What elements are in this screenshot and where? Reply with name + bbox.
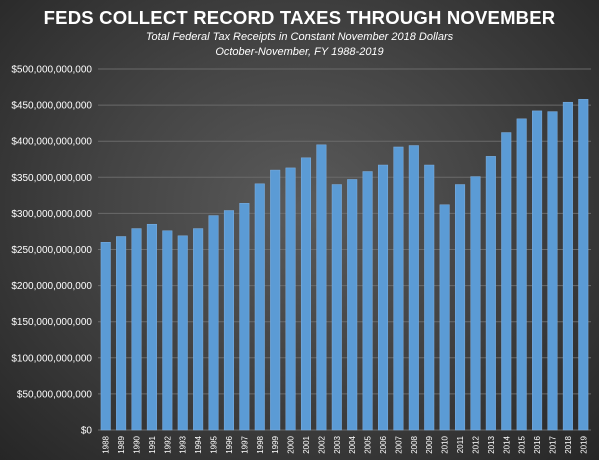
x-tick-label: 1988 [102,435,111,453]
bar-2011 [455,184,466,431]
x-tick-label: 1999 [271,435,280,453]
bar-1993 [177,235,188,431]
bar-1996 [223,210,234,431]
bar-2016 [532,110,543,431]
bar-1990 [131,228,142,431]
x-tick-label: 1995 [210,435,219,453]
y-tick-label: $150,000,000,000 [11,317,92,328]
y-tick-label: $400,000,000,000 [11,137,92,148]
bar-2018 [562,101,573,431]
bar-1992 [162,230,173,431]
bar-2002 [316,144,327,431]
bar-1997 [239,203,250,431]
bar-2017 [547,111,558,431]
y-tick-label: $200,000,000,000 [11,281,92,292]
x-tick-label: 2009 [425,435,434,453]
bar-1994 [193,228,204,431]
x-tick-label: 2015 [518,435,527,453]
bar-2012 [470,176,481,431]
bar-1999 [270,169,281,431]
x-tick-label: 1998 [256,435,265,453]
chart-subtitle-line-1: Total Federal Tax Receipts in Constant N… [145,31,454,43]
x-tick-label: 2017 [548,435,557,453]
x-tick-label: 2010 [441,435,450,453]
bar-2013 [485,156,496,431]
x-tick-label: 2003 [333,435,342,453]
y-tick-label: $250,000,000,000 [11,245,92,256]
x-tick-label: 2013 [487,435,496,453]
y-tick-label: $0 [81,426,93,437]
x-tick-label: 2012 [471,435,480,453]
y-tick-label: $50,000,000,000 [17,389,93,400]
x-tick-label: 2016 [533,435,542,453]
y-tick-label: $350,000,000,000 [11,173,92,184]
bar-1991 [146,223,157,431]
x-tick-label: 2002 [317,435,326,453]
bar-1995 [208,215,219,431]
y-tick-label: $300,000,000,000 [11,209,92,220]
bar-2004 [347,179,358,431]
bar-2006 [377,164,389,431]
x-tick-label: 2006 [379,435,388,453]
bar-2010 [439,204,450,431]
x-tick-label: 1993 [179,435,188,453]
x-tick-label: 2011 [456,435,465,453]
x-tick-label: 1990 [133,435,142,453]
x-tick-label: 1997 [240,435,249,453]
x-tick-label: 2018 [564,435,573,453]
x-tick-label: 2000 [287,435,296,453]
x-tick-label: 1994 [194,435,203,453]
x-tick-label: 2001 [302,435,311,453]
chart-title: FEDS COLLECT RECORD TAXES THROUGH NOVEMB… [43,7,556,28]
x-tick-label: 1992 [163,435,172,453]
bar-2001 [300,157,312,431]
x-tick-label: 2019 [579,435,588,453]
bar-2009 [424,164,435,431]
x-tick-label: 2004 [348,435,357,453]
x-tick-label: 1991 [148,435,157,453]
bar-2000 [285,167,296,431]
y-tick-label: $500,000,000,000 [11,65,92,76]
x-tick-label: 1996 [225,435,234,453]
bar-2019 [578,99,589,431]
x-tick-label: 2007 [394,435,403,453]
chart-subtitle-line-2: October-November, FY 1988-2019 [215,46,384,58]
bar-2005 [362,171,373,431]
x-tick-label: 2008 [410,435,419,453]
bar-2008 [408,145,419,431]
bar-2014 [501,132,512,431]
bar-1998 [254,183,265,431]
bar-2007 [393,146,404,431]
x-tick-label: 2014 [502,435,511,453]
y-tick-label: $100,000,000,000 [11,353,92,364]
bar-2003 [331,184,342,431]
y-tick-label: $450,000,000,000 [11,101,92,112]
bar-2015 [516,118,527,431]
bar-1989 [116,236,127,431]
x-tick-label: 1989 [117,435,126,453]
x-tick-label: 2005 [364,435,373,453]
bar-1988 [100,242,111,431]
